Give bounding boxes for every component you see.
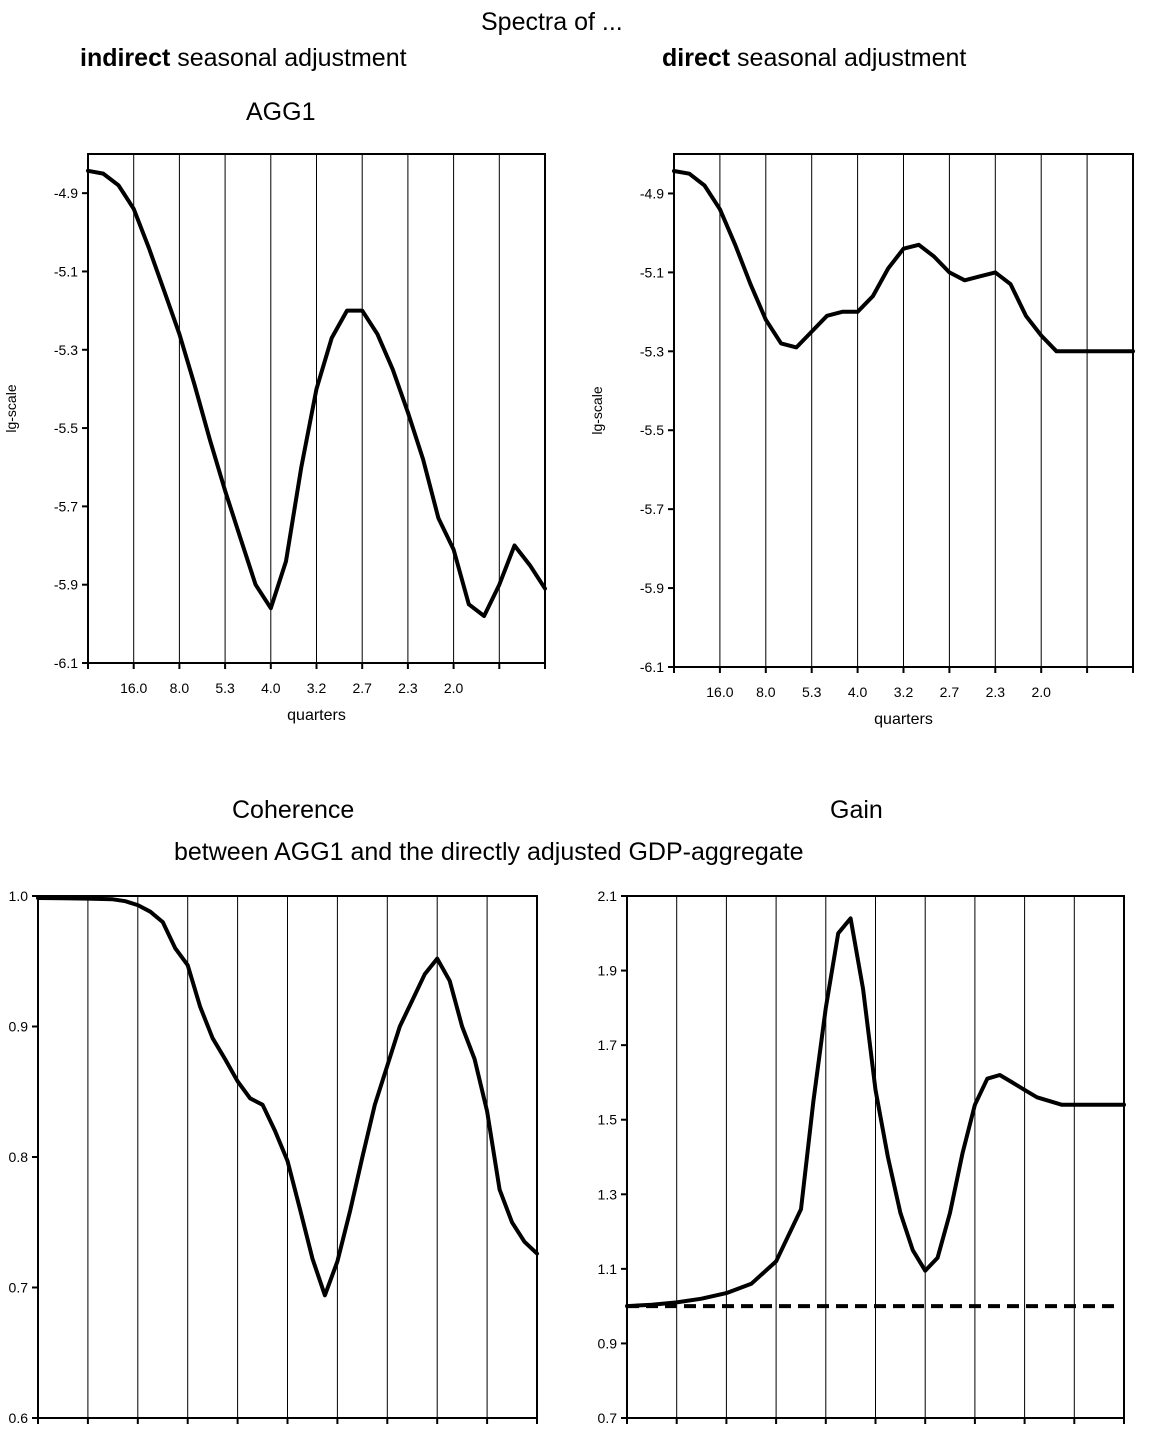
indirect-heading: indirect seasonal adjustment	[80, 44, 407, 73]
direct-heading-rest: seasonal adjustment	[730, 44, 967, 72]
gain-series-line-0	[625, 916, 1126, 1309]
indirect-ytick-label-2: -5.7	[54, 498, 78, 514]
gain-ytick-label-7: 2.1	[598, 888, 618, 904]
coherence-ytick-label-1: 0.7	[9, 1280, 29, 1296]
direct-ytick-label-6: -4.9	[640, 185, 664, 201]
gain-ytick-label-5: 1.7	[598, 1037, 618, 1053]
direct-ytick-label-2: -5.7	[640, 501, 664, 517]
indirect-xtick-label-7: 2.0	[444, 680, 464, 696]
spectra-title: Spectra of ...	[481, 8, 623, 36]
direct-xtick-label-5: 2.7	[940, 684, 960, 700]
indirect-ytick-label-6: -4.9	[54, 185, 78, 201]
direct-series-line-0	[672, 169, 1135, 354]
series-name-heading: AGG1	[246, 98, 316, 126]
indirect-yaxis-title: lg-scale	[3, 384, 19, 432]
indirect-ytick-label-0: -6.1	[54, 655, 78, 671]
gain-ytick-label-0: 0.7	[598, 1410, 618, 1426]
direct-ytick-label-1: -5.9	[640, 580, 664, 596]
gain-ytick-label-6: 1.9	[598, 963, 618, 979]
direct-heading-bold: direct	[662, 44, 731, 72]
gain-title: Gain	[830, 796, 883, 824]
coherence-ytick-label-2: 0.8	[9, 1149, 29, 1165]
indirect-ytick-label-4: -5.3	[54, 342, 78, 358]
direct-xtick-label-6: 2.3	[986, 684, 1006, 700]
gain-ytick-label-2: 1.1	[598, 1261, 618, 1277]
indirect-xtick-label-4: 3.2	[307, 680, 327, 696]
indirect-xtick-label-2: 5.3	[215, 680, 235, 696]
direct-yaxis-title: lg-scale	[589, 386, 605, 434]
indirect-xaxis-title: quarters	[287, 707, 346, 724]
indirect-ytick-label-3: -5.5	[54, 420, 78, 436]
indirect-xtick-label-5: 2.7	[352, 680, 372, 696]
indirect-series-line-0	[86, 168, 547, 618]
indirect-xtick-label-6: 2.3	[398, 680, 418, 696]
between-title: between AGG1 and the directly adjusted G…	[174, 838, 804, 866]
indirect-heading-bold: indirect	[80, 44, 171, 72]
direct-heading: direct seasonal adjustment	[662, 44, 966, 73]
direct-xtick-label-4: 3.2	[894, 684, 914, 700]
coherence-ytick-label-0: 0.6	[9, 1410, 29, 1426]
direct-xtick-label-0: 16.0	[706, 684, 733, 700]
direct-ytick-label-5: -5.1	[640, 264, 664, 280]
direct-ytick-label-3: -5.5	[640, 422, 664, 438]
indirect-heading-rest: seasonal adjustment	[170, 44, 407, 72]
direct-ytick-label-4: -5.3	[640, 343, 664, 359]
gain-ytick-label-1: 0.9	[598, 1335, 618, 1351]
direct-xtick-label-1: 8.0	[756, 684, 776, 700]
direct-xaxis-title: quarters	[874, 711, 933, 728]
indirect-ytick-label-1: -5.9	[54, 577, 78, 593]
direct-xtick-label-7: 2.0	[1031, 684, 1051, 700]
indirect-ytick-label-5: -5.1	[54, 263, 78, 279]
direct-ytick-label-0: -6.1	[640, 659, 664, 675]
coherence-series-line-0	[36, 896, 539, 1298]
gain-ytick-label-4: 1.5	[598, 1112, 618, 1128]
indirect-xtick-label-1: 8.0	[170, 680, 190, 696]
coherence-ytick-label-4: 1.0	[9, 888, 29, 904]
coherence-title: Coherence	[232, 796, 355, 824]
gain-ytick-label-3: 1.3	[598, 1186, 618, 1202]
indirect-xtick-label-3: 4.0	[261, 680, 281, 696]
indirect-xtick-label-0: 16.0	[120, 680, 147, 696]
direct-xtick-label-3: 4.0	[848, 684, 868, 700]
coherence-ytick-label-3: 0.9	[9, 1019, 29, 1035]
direct-xtick-label-2: 5.3	[802, 684, 822, 700]
